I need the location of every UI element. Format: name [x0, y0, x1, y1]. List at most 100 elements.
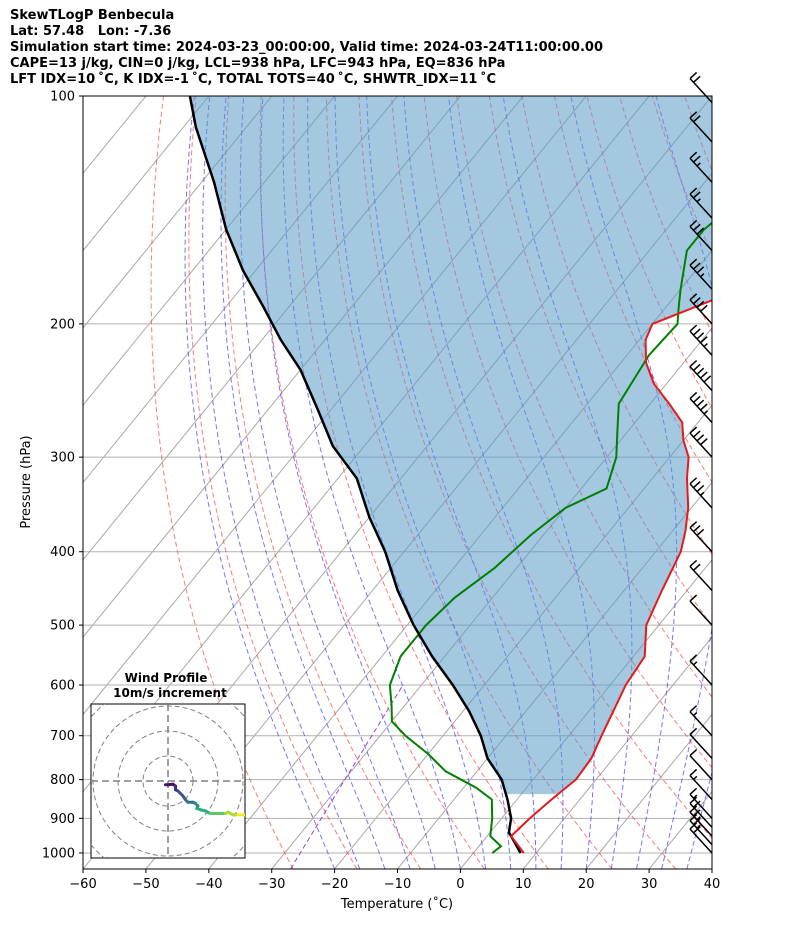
- wind-barb-flag: [693, 297, 701, 305]
- dry-adiabat: [188, 96, 358, 869]
- wind-barb-flag: [693, 563, 701, 571]
- wind-barb-half-flag: [696, 198, 701, 203]
- y-tick-label: 400: [50, 545, 75, 560]
- wind-barb-flag: [689, 391, 698, 400]
- y-tick-label: 500: [50, 619, 75, 634]
- wind-barb-flag: [700, 438, 708, 446]
- moist-adiabat: [260, 96, 436, 869]
- wind-barb: [689, 768, 713, 801]
- wind-barb: [689, 814, 713, 846]
- wind-barb-flag: [693, 155, 701, 163]
- wind-barb-half-flag: [696, 824, 701, 829]
- wind-barb: [689, 822, 713, 854]
- wind-barb-flag: [696, 399, 705, 407]
- y-tick-label: 800: [50, 773, 75, 788]
- wind-barb-flag: [689, 768, 698, 777]
- moist-adiabat: [282, 96, 461, 869]
- wind-barb-flag: [689, 594, 698, 602]
- wind-barb-staff: [689, 711, 713, 737]
- wind-barb-half-flag: [693, 794, 698, 799]
- wind-barb: [689, 559, 713, 591]
- wind-barb-flag: [689, 822, 698, 830]
- wind-barb-flag: [696, 484, 705, 493]
- wind-barb: [689, 324, 713, 356]
- mixing-ratio-line: [290, 684, 404, 869]
- x-axis-ticks: −60 −50 −40 −30 −20 −10 0 10 20 30 40: [69, 869, 720, 892]
- moist-adiabat: [184, 96, 336, 869]
- hodograph-subtitle: 10m/s increment: [113, 686, 227, 700]
- wind-barb-staff: [689, 802, 713, 828]
- x-tick-label: −40: [195, 877, 222, 892]
- wind-barb-half-flag: [696, 816, 701, 821]
- hodograph-rings: [91, 704, 245, 858]
- x-tick-label: −60: [69, 877, 96, 892]
- wind-barb: [689, 391, 713, 424]
- wind-barb-flag: [696, 528, 705, 536]
- wind-barb-flag: [693, 800, 701, 808]
- wind-barb-flag: [689, 477, 698, 485]
- wind-barb-flag: [689, 559, 698, 568]
- wind-barb-flag: [696, 227, 705, 235]
- isotherm-line: [83, 96, 84, 97]
- wind-barb-half-flag: [696, 162, 701, 167]
- x-tick-label: −20: [321, 877, 348, 892]
- x-tick-label: 0: [456, 877, 464, 892]
- wind-barb: [689, 521, 713, 553]
- isotherm-line: [83, 96, 210, 252]
- hodograph-title: Wind Profile: [125, 671, 208, 685]
- wind-barb: [689, 805, 713, 837]
- wind-barb-flag: [693, 524, 701, 533]
- wind-barb-half-flag: [700, 273, 705, 278]
- y-tick-label: 600: [50, 679, 75, 694]
- wind-barb: [689, 359, 713, 392]
- x-tick-label: −10: [384, 877, 411, 892]
- dry-adiabat: [750, 96, 794, 869]
- wind-barb: [689, 71, 713, 104]
- y-axis-ticks: 1000 900 800 700 600 500 400 300 200 100: [42, 90, 83, 861]
- wind-barb-staff: [689, 565, 713, 591]
- wind-barb-half-flag: [693, 661, 698, 666]
- wind-barb-flag: [693, 328, 701, 336]
- wind-barb-flag: [689, 219, 698, 228]
- wind-barb-flag: [693, 430, 701, 438]
- time-line: Simulation start time: 2024-03-23_00:00:…: [10, 40, 603, 55]
- wind-barb: [689, 293, 713, 325]
- wind-barb-flag: [693, 809, 701, 817]
- index-line: LFT IDX=10 ˚C, K IDX=-1 ˚C, TOTAL TOTS=4…: [10, 72, 497, 87]
- wind-barb-flag: [700, 336, 708, 344]
- wind-barb-flag: [689, 654, 698, 662]
- x-tick-label: 30: [641, 877, 658, 892]
- wind-barb-flag: [689, 111, 698, 119]
- wind-barb-flag: [689, 805, 698, 813]
- dry-adiabat: [150, 96, 294, 869]
- moist-adiabat: [202, 96, 361, 869]
- wind-barb-flag: [693, 826, 701, 834]
- y-tick-label: 200: [50, 317, 75, 332]
- wind-barb-flag: [689, 796, 698, 804]
- chart-header: SkewTLogP Benbecula Lat: 57.48 Lon: -7.3…: [10, 8, 603, 88]
- wind-barb-flag: [693, 817, 701, 826]
- wind-barb-flag: [689, 187, 698, 195]
- x-tick-label: 40: [704, 877, 721, 892]
- wind-barb: [689, 748, 713, 781]
- y-tick-label: 700: [50, 729, 75, 744]
- wind-barb-staff: [689, 733, 713, 759]
- chart-title: SkewTLogP Benbecula: [10, 8, 175, 23]
- wind-barb: [689, 258, 713, 290]
- wind-barb-flag: [693, 481, 701, 489]
- wind-barb-half-flag: [703, 410, 708, 415]
- x-tick-label: 10: [515, 877, 532, 892]
- wind-barb-flag: [700, 371, 708, 379]
- wind-barb-half-flag: [693, 711, 698, 717]
- wind-barb: [689, 219, 713, 252]
- moist-adiabat: [655, 96, 712, 869]
- parcel-path-line: [188, 96, 522, 854]
- wind-barb: [689, 727, 713, 759]
- wind-barb-flag: [689, 727, 698, 735]
- cape-region: [189, 96, 712, 795]
- wind-barb-flag: [693, 223, 701, 231]
- wind-barb-flag: [689, 151, 698, 159]
- dry-adiabat: [224, 96, 422, 869]
- wind-barb-flag: [696, 367, 705, 375]
